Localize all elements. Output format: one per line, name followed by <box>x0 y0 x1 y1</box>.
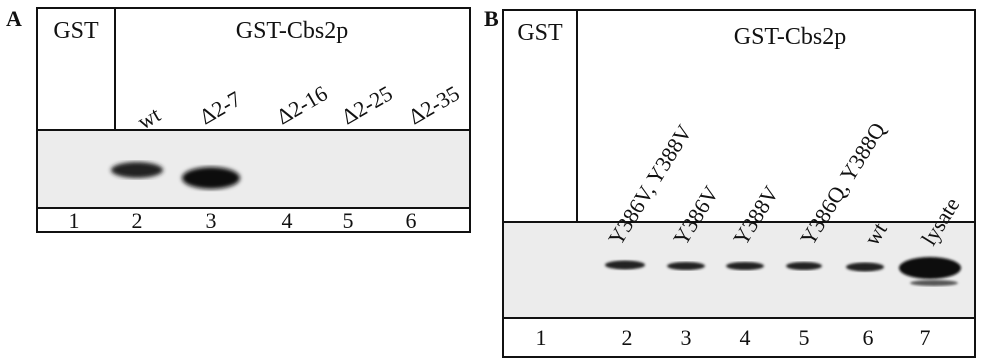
band <box>182 167 240 189</box>
lane-number: 4 <box>740 325 751 350</box>
panel-b: B GST GST-Cbs2p Y386V, Y388V Y386V Y388V… <box>484 6 975 357</box>
lane-number: 5 <box>343 208 354 233</box>
lane-label: Δ2-25 <box>337 80 397 129</box>
figure: A GST GST-Cbs2p wt Δ2-7 Δ2-16 Δ2-25 Δ2-3… <box>0 0 987 359</box>
sample-label: GST-Cbs2p <box>236 18 348 44</box>
lane-number: 6 <box>406 208 417 233</box>
lane-number: 6 <box>863 325 874 350</box>
lane-number: 2 <box>622 325 633 350</box>
panel-a: A GST GST-Cbs2p wt Δ2-7 Δ2-16 Δ2-25 Δ2-3… <box>6 6 470 233</box>
control-label: GST <box>53 18 99 44</box>
band <box>667 262 705 270</box>
panel-letter: A <box>6 6 22 31</box>
band <box>111 162 163 178</box>
band <box>605 261 645 270</box>
lane-number: 7 <box>920 325 931 350</box>
sample-label: GST-Cbs2p <box>734 24 846 50</box>
panel-letter: B <box>484 6 499 31</box>
band <box>726 262 764 270</box>
lane-number: 4 <box>282 208 293 233</box>
lane-number: 2 <box>132 208 143 233</box>
lane-number: 3 <box>206 208 217 233</box>
band <box>846 263 884 272</box>
lane-number: 1 <box>69 208 80 233</box>
lane-label: Δ2-7 <box>195 86 245 129</box>
lane-label: Δ2-16 <box>272 80 332 129</box>
lane-label: Δ2-35 <box>404 80 464 129</box>
control-label: GST <box>517 20 563 46</box>
lane-number: 3 <box>681 325 692 350</box>
band <box>786 262 822 270</box>
blot <box>37 130 470 208</box>
lane-number: 1 <box>536 325 547 350</box>
band <box>910 280 958 286</box>
lane-number: 5 <box>799 325 810 350</box>
band <box>899 257 961 279</box>
